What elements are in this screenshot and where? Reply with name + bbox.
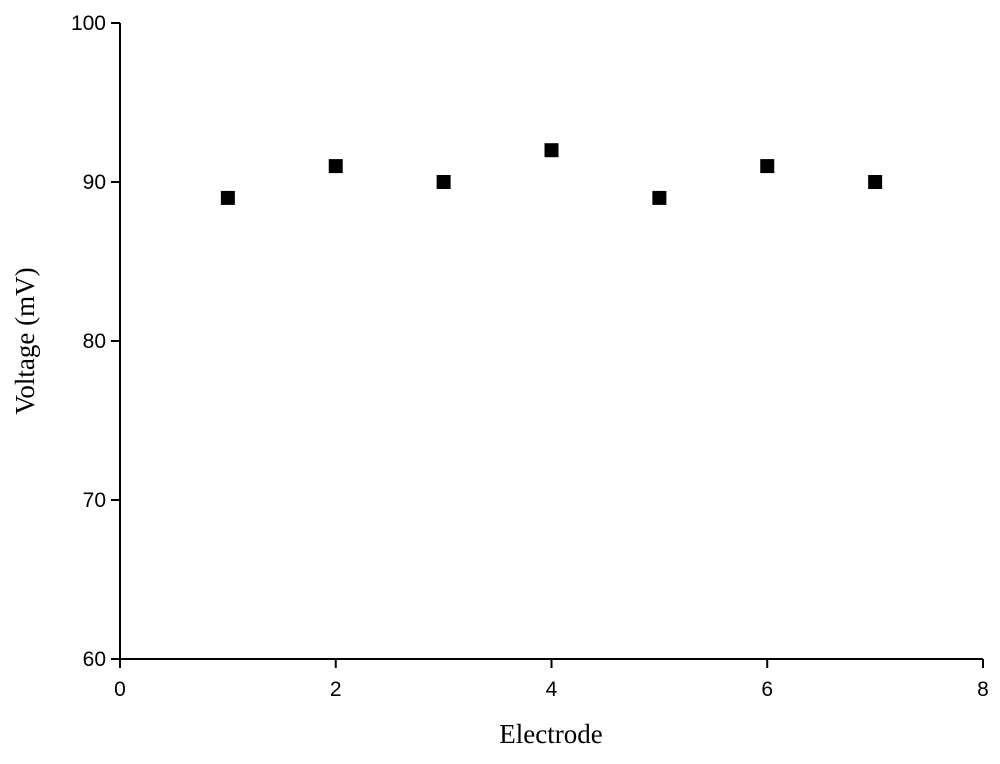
y-tick-label: 90 xyxy=(83,171,106,194)
point xyxy=(652,190,667,205)
point xyxy=(220,190,235,205)
y-tick-label: 80 xyxy=(83,330,106,353)
x-tick-label: 6 xyxy=(761,678,773,701)
y-tick-label: 100 xyxy=(71,12,106,35)
x-tick-label: 2 xyxy=(330,678,342,701)
point xyxy=(868,175,883,189)
y-tick-label: 70 xyxy=(83,489,106,512)
point xyxy=(760,159,775,174)
point xyxy=(436,175,451,189)
x-axis-label: Electrode xyxy=(499,719,602,749)
y-axis-label: Voltage (mV) xyxy=(10,267,40,414)
point xyxy=(328,159,343,174)
x-tick-label: 4 xyxy=(546,678,558,701)
x-tick-label: 8 xyxy=(977,678,989,701)
y-tick-label: 60 xyxy=(83,648,106,671)
point xyxy=(544,143,559,158)
x-tick-label: 0 xyxy=(114,678,126,701)
